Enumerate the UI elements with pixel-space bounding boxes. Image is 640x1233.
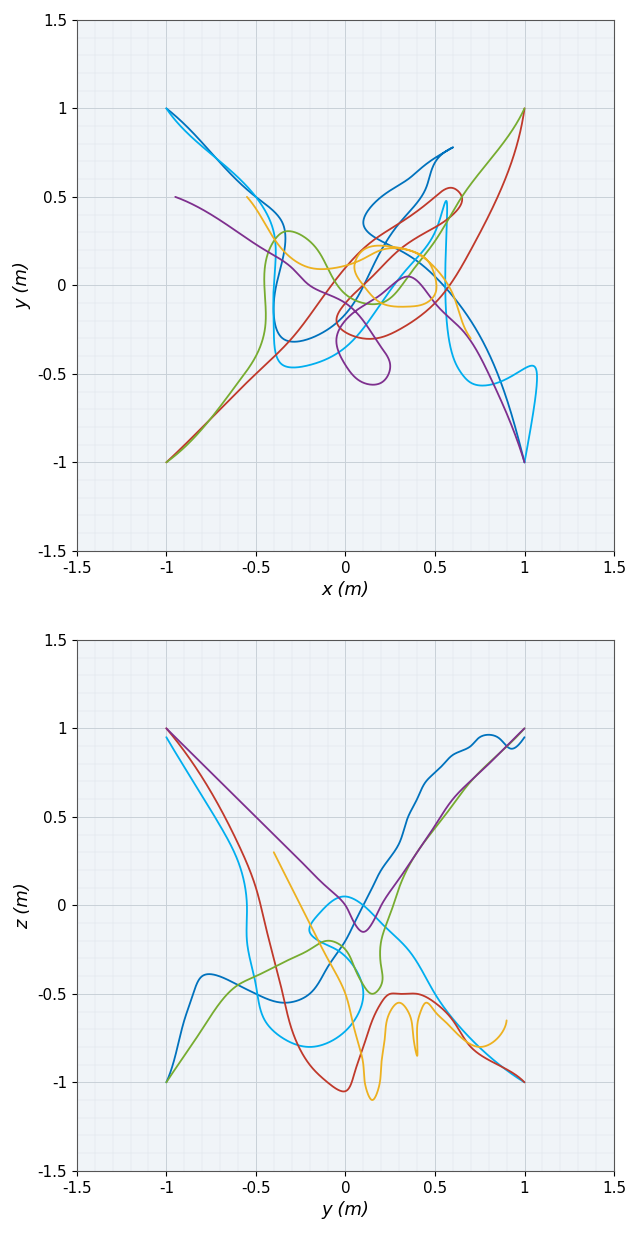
X-axis label: y (m): y (m): [321, 1201, 369, 1219]
Y-axis label: z (m): z (m): [14, 882, 32, 928]
Y-axis label: y (m): y (m): [14, 261, 32, 309]
X-axis label: x (m): x (m): [321, 581, 369, 599]
